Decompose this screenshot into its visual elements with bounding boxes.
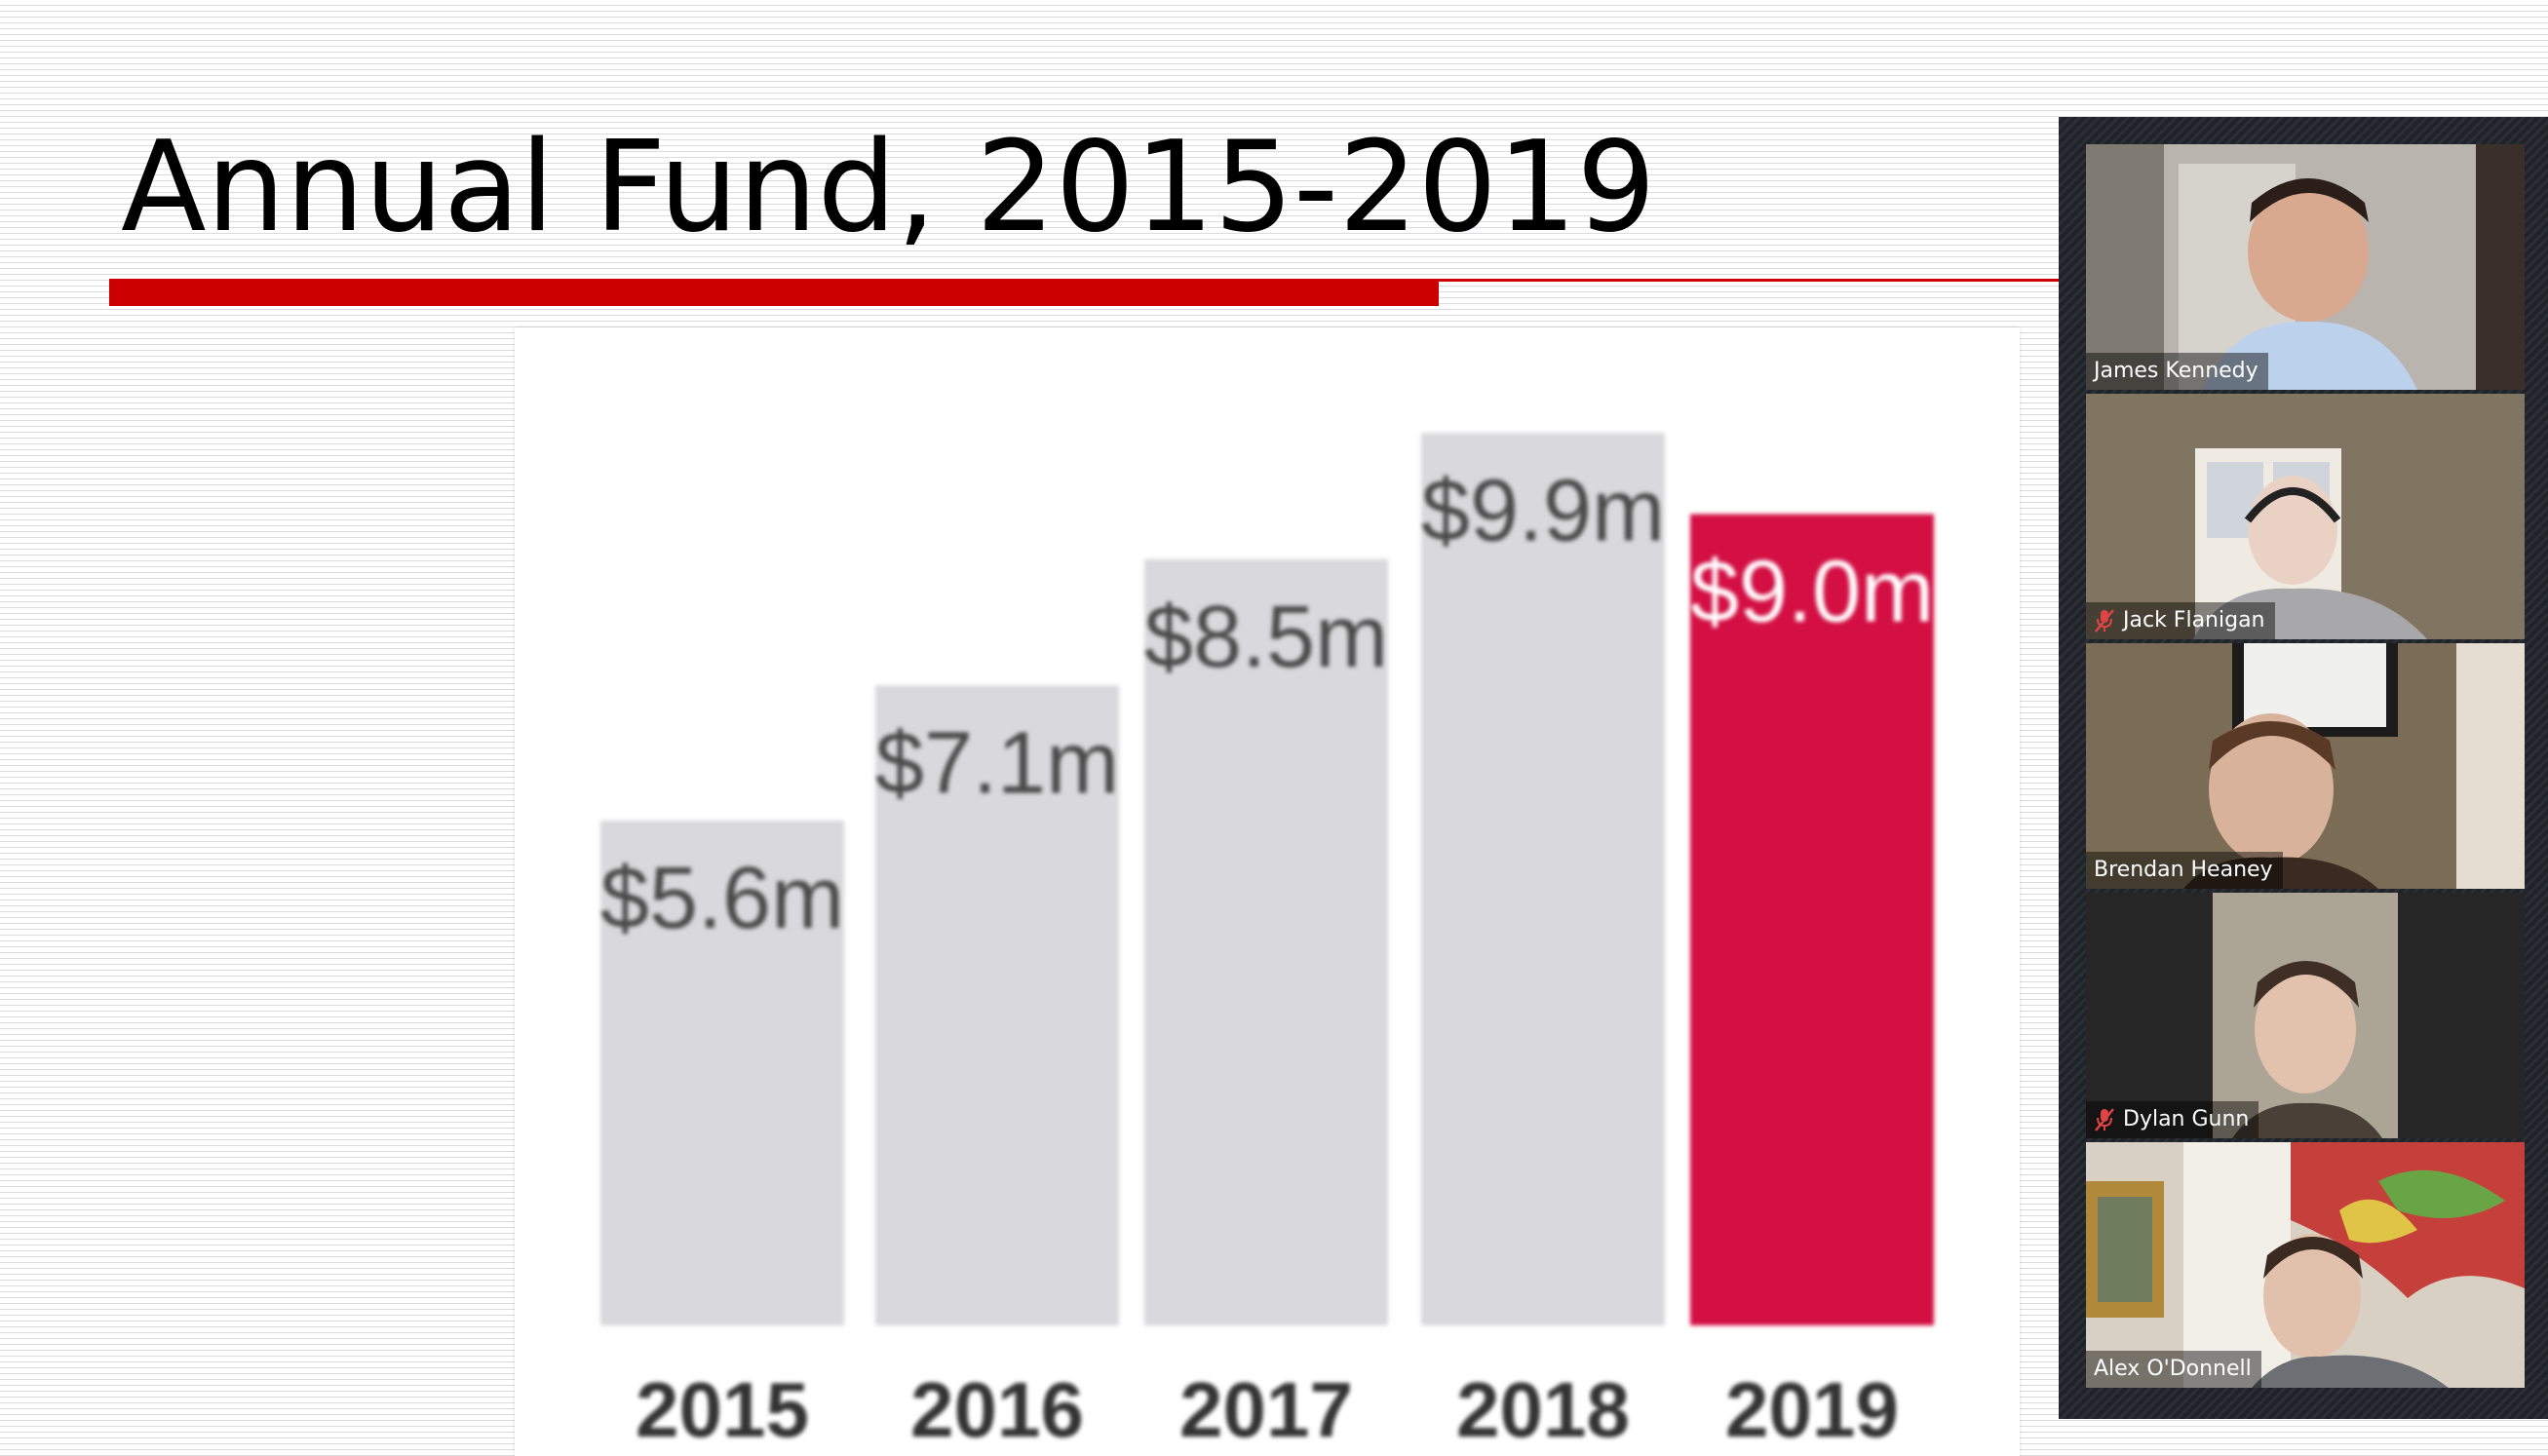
participant-name: Alex O'Donnell xyxy=(2094,1357,2252,1381)
participant-name-tag: James Kennedy xyxy=(2086,353,2268,390)
bar-2018 xyxy=(1421,433,1665,1325)
bar-chart-canvas: $5.6m 2015 $7.1m 2016 $8.5m 2017 $9.9m 2018 $9.0… xyxy=(600,433,1934,1453)
muted-mic-icon xyxy=(2095,1108,2114,1131)
participant-name-tag: Dylan Gunn xyxy=(2086,1101,2259,1138)
category-label-2018: 2018 xyxy=(1456,1366,1630,1453)
video-tile-brendan-heaney[interactable]: Brendan Heaney xyxy=(2086,643,2525,889)
participant-name: Brendan Heaney xyxy=(2094,858,2273,882)
category-label-2016: 2016 xyxy=(910,1366,1084,1453)
category-label-2019: 2019 xyxy=(1725,1366,1899,1453)
title-underline-rule xyxy=(1439,279,2063,282)
video-tile-james-kennedy[interactable]: James Kennedy xyxy=(2086,144,2525,390)
participant-video xyxy=(2086,144,2525,390)
value-label-2017: $8.5m xyxy=(1144,589,1388,686)
participant-video xyxy=(2086,893,2525,1138)
bar-2016 xyxy=(875,685,1119,1325)
participant-name: Jack Flanigan xyxy=(2123,608,2265,632)
title-underline-accent xyxy=(109,279,1439,306)
participant-name-tag: Alex O'Donnell xyxy=(2086,1351,2261,1388)
participant-video xyxy=(2086,1142,2525,1388)
participant-name-tag: Jack Flanigan xyxy=(2086,602,2275,639)
bar-2019 xyxy=(1690,514,1934,1325)
bar-2015 xyxy=(600,821,844,1325)
video-tile-dylan-gunn[interactable]: Dylan Gunn xyxy=(2086,893,2525,1138)
bar-chart: $5.6m 2015 $7.1m 2016 $8.5m 2017 $9.9m 2018 $9.0… xyxy=(515,327,2020,1456)
value-label-2018: $9.9m xyxy=(1421,462,1665,559)
value-label-2016: $7.1m xyxy=(875,714,1119,812)
video-tile-alex-odonnell[interactable]: Alex O'Donnell xyxy=(2086,1142,2525,1388)
slide-title: Annual Fund, 2015-2019 xyxy=(121,115,1656,260)
participant-name: Dylan Gunn xyxy=(2123,1107,2250,1131)
participant-name-tag: Brendan Heaney xyxy=(2086,852,2283,889)
bar-2017 xyxy=(1144,558,1388,1325)
participant-video xyxy=(2086,394,2525,639)
participant-name: James Kennedy xyxy=(2094,359,2258,383)
value-label-2019: $9.0m xyxy=(1690,544,1934,641)
participant-video xyxy=(2086,643,2525,889)
video-gallery: James Kennedy Jack Flanigan xyxy=(2059,117,2548,1419)
muted-mic-icon xyxy=(2095,609,2114,632)
category-label-2017: 2017 xyxy=(1179,1366,1353,1453)
value-label-2015: $5.6m xyxy=(600,850,844,947)
presentation-slide: Annual Fund, 2015-2019 $5.6m 2015 $7.1m 201… xyxy=(109,115,2063,1456)
video-tile-jack-flanigan[interactable]: Jack Flanigan xyxy=(2086,394,2525,639)
category-label-2015: 2015 xyxy=(636,1366,809,1453)
